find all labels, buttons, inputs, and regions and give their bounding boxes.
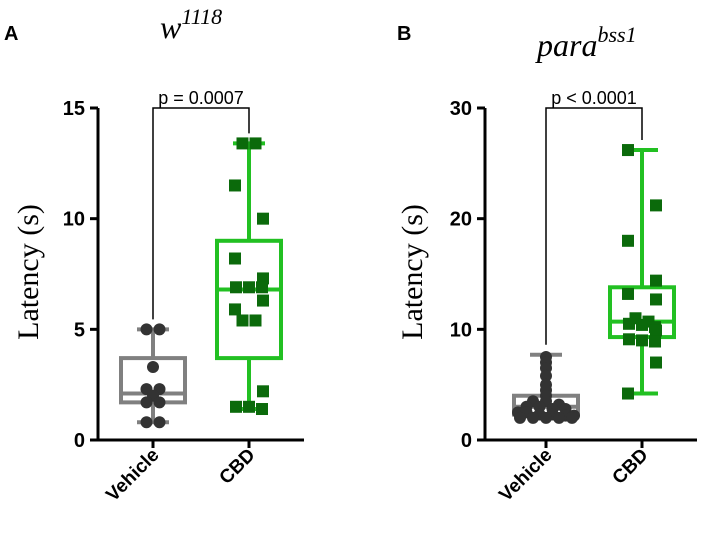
panel-a-point-0-7: [153, 396, 166, 409]
panel-b-point-1-12: [623, 333, 635, 346]
panel-a-title: w1118: [160, 4, 222, 45]
panel-a-point-1-10: [229, 303, 241, 316]
panel-a: A w1118 Latency (s) 0 5 10 15 Vehicle CBD p = …: [4, 4, 304, 506]
panel-b-point-0-24: [566, 411, 578, 424]
panel-a-y-tick-label-2: 10: [63, 209, 85, 231]
panel-b-point-1-13: [636, 334, 648, 347]
panel-b-point-1-15: [650, 356, 662, 369]
panel-a-x-tick-label-1: CBD: [216, 445, 260, 489]
panel-a-point-1-7: [243, 281, 255, 294]
panel-b-point-0-22: [540, 411, 552, 424]
panel-a-box-0: [119, 356, 187, 405]
panel-b-point-1-8: [623, 317, 635, 330]
panel-b-point-0-21: [527, 411, 539, 424]
panel-a-point-0-8: [140, 416, 153, 429]
panel-letter-a: A: [4, 23, 18, 45]
panel-b-point-1-14: [649, 335, 661, 348]
panel-b-point-1-11: [650, 324, 662, 337]
panel-a-point-1-11: [236, 314, 249, 327]
panel-b-point-1-1: [650, 199, 662, 212]
panel-a-point-1-3: [257, 212, 269, 225]
panel-a-point-1-9: [257, 294, 269, 307]
panel-b-point-1-9: [636, 318, 648, 331]
panel-b-point-0-23: [553, 411, 565, 424]
panel-a-y-tick-label-3: 15: [63, 98, 85, 120]
panel-a-point-1-4: [229, 252, 241, 265]
panel-a-point-1-2: [229, 179, 241, 192]
panel-a-point-0-1: [153, 323, 166, 336]
panel-b-point-1-4: [622, 287, 634, 300]
panel-a-x-tick-label-0: Vehicle: [102, 445, 163, 506]
panel-b-x-tick-label-0: Vehicle: [495, 445, 556, 506]
panel-a-significance-bracket: [152, 107, 250, 320]
panel-b-x-tick-label-1: CBD: [609, 445, 653, 489]
panel-b-y-tick-label-2: 20: [450, 209, 472, 231]
panel-b-title: parabss1: [535, 22, 637, 63]
panel-b-y-tick-label-1: 10: [450, 319, 472, 341]
panel-a-point-0-0: [140, 323, 153, 336]
panel-a-point-1-8: [256, 281, 268, 294]
panel-b-p-value: p < 0.0001: [551, 88, 637, 108]
panel-b-point-1-2: [622, 234, 634, 247]
panel-a-point-1-15: [243, 400, 255, 413]
panel-a-point-0-6: [140, 396, 153, 409]
panel-b-y-axis-label: Latency (s): [396, 204, 429, 340]
panel-a-y-axis-label: Latency (s): [12, 204, 45, 340]
panel-b-y-tick-label-3: 30: [450, 98, 472, 120]
panel-b-point-1-16: [622, 387, 634, 400]
panel-a-box-1: [215, 238, 283, 361]
panel-b-significance-bracket: [545, 107, 643, 345]
panel-b-point-0-3: [540, 369, 552, 382]
panel-a-point-1-16: [256, 403, 268, 416]
panel-letter-b: B: [397, 23, 411, 45]
panel-a-y-tick-label-1: 5: [74, 319, 85, 341]
panel-a-point-1-0: [236, 137, 249, 150]
panel-a-point-1-6: [230, 281, 242, 294]
panel-b-point-1-0: [622, 144, 634, 157]
panel-a-point-0-2: [147, 360, 159, 373]
panel-a-p-value: p = 0.0007: [158, 88, 244, 108]
panel-b-point-1-5: [650, 293, 662, 306]
panel-a-point-1-1: [249, 137, 262, 150]
panel-b-point-0-20: [514, 411, 526, 424]
panel-a-point-1-12: [249, 314, 262, 327]
panel-a-point-1-13: [257, 385, 269, 398]
panel-a-point-0-9: [153, 416, 166, 429]
panel-a-point-1-14: [230, 400, 242, 413]
panel-b-y-tick-label-0: 0: [461, 430, 472, 452]
panel-b: B parabss1 Latency (s) 0 10 20 30 Vehicle CBD…: [396, 22, 697, 506]
panel-a-y-tick-label-0: 0: [74, 430, 85, 452]
panel-b-point-1-3: [650, 274, 662, 287]
